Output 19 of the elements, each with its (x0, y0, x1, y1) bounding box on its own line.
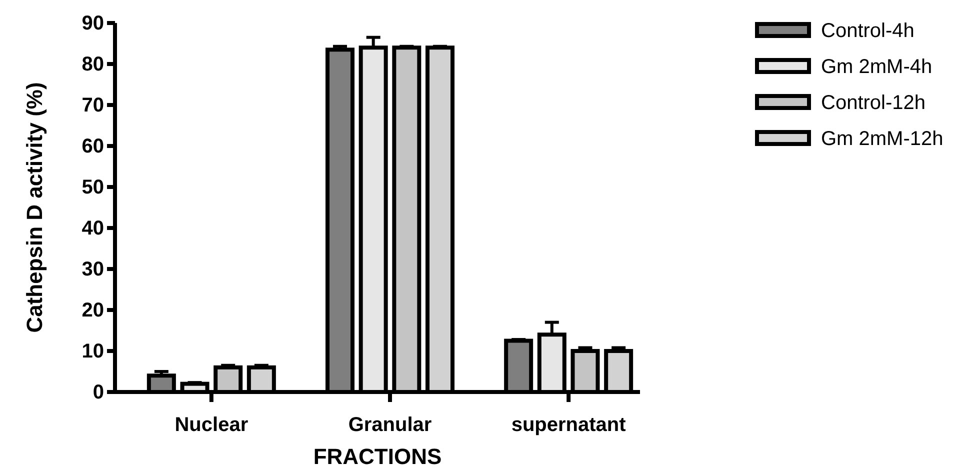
y-tick-label: 30 (82, 258, 104, 280)
legend-label: Gm 2mM-12h (821, 128, 944, 150)
y-tick-label: 80 (82, 53, 104, 76)
y-tick-label: 40 (82, 217, 104, 240)
y-tick-label: 70 (82, 94, 104, 116)
x-tick-label: Granular (348, 414, 432, 436)
legend-label: Gm 2mM-4h (821, 56, 932, 78)
legend-label: Control-4h (821, 20, 914, 42)
legend-label: Control-12h (821, 92, 926, 114)
y-tick-label: 60 (82, 135, 104, 158)
y-axis-title: Cathepsin D activity (%) (22, 82, 47, 333)
x-tick-label: Nuclear (174, 414, 248, 436)
x-tick-label: supernatant (511, 414, 626, 436)
y-tick-label: 20 (82, 299, 104, 322)
x-axis-title: FRACTIONS (313, 444, 442, 469)
y-tick-label: 50 (82, 176, 104, 198)
y-tick-label: 10 (82, 340, 104, 362)
y-tick-label: 0 (92, 381, 104, 404)
y-tick-label: 90 (82, 12, 104, 34)
